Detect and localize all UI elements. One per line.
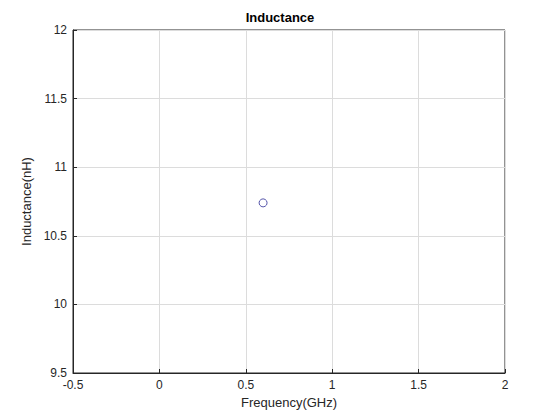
svg-text:Inductance(nH): Inductance(nH) <box>19 157 34 246</box>
svg-text:11: 11 <box>55 160 68 174</box>
svg-text:Frequency(GHz): Frequency(GHz) <box>241 395 337 410</box>
svg-text:1.5: 1.5 <box>410 378 427 392</box>
svg-text:12: 12 <box>54 23 68 37</box>
svg-text:2: 2 <box>502 378 509 392</box>
svg-text:0: 0 <box>156 378 163 392</box>
svg-text:0.5: 0.5 <box>237 378 254 392</box>
svg-text:9.5: 9.5 <box>50 366 67 380</box>
svg-text:-0.5: -0.5 <box>63 378 84 392</box>
svg-text:10: 10 <box>54 297 68 311</box>
svg-text:11.5: 11.5 <box>45 92 68 106</box>
svg-text:Inductance: Inductance <box>246 10 315 25</box>
svg-text:1: 1 <box>329 378 336 392</box>
svg-text:10.5: 10.5 <box>44 229 68 243</box>
